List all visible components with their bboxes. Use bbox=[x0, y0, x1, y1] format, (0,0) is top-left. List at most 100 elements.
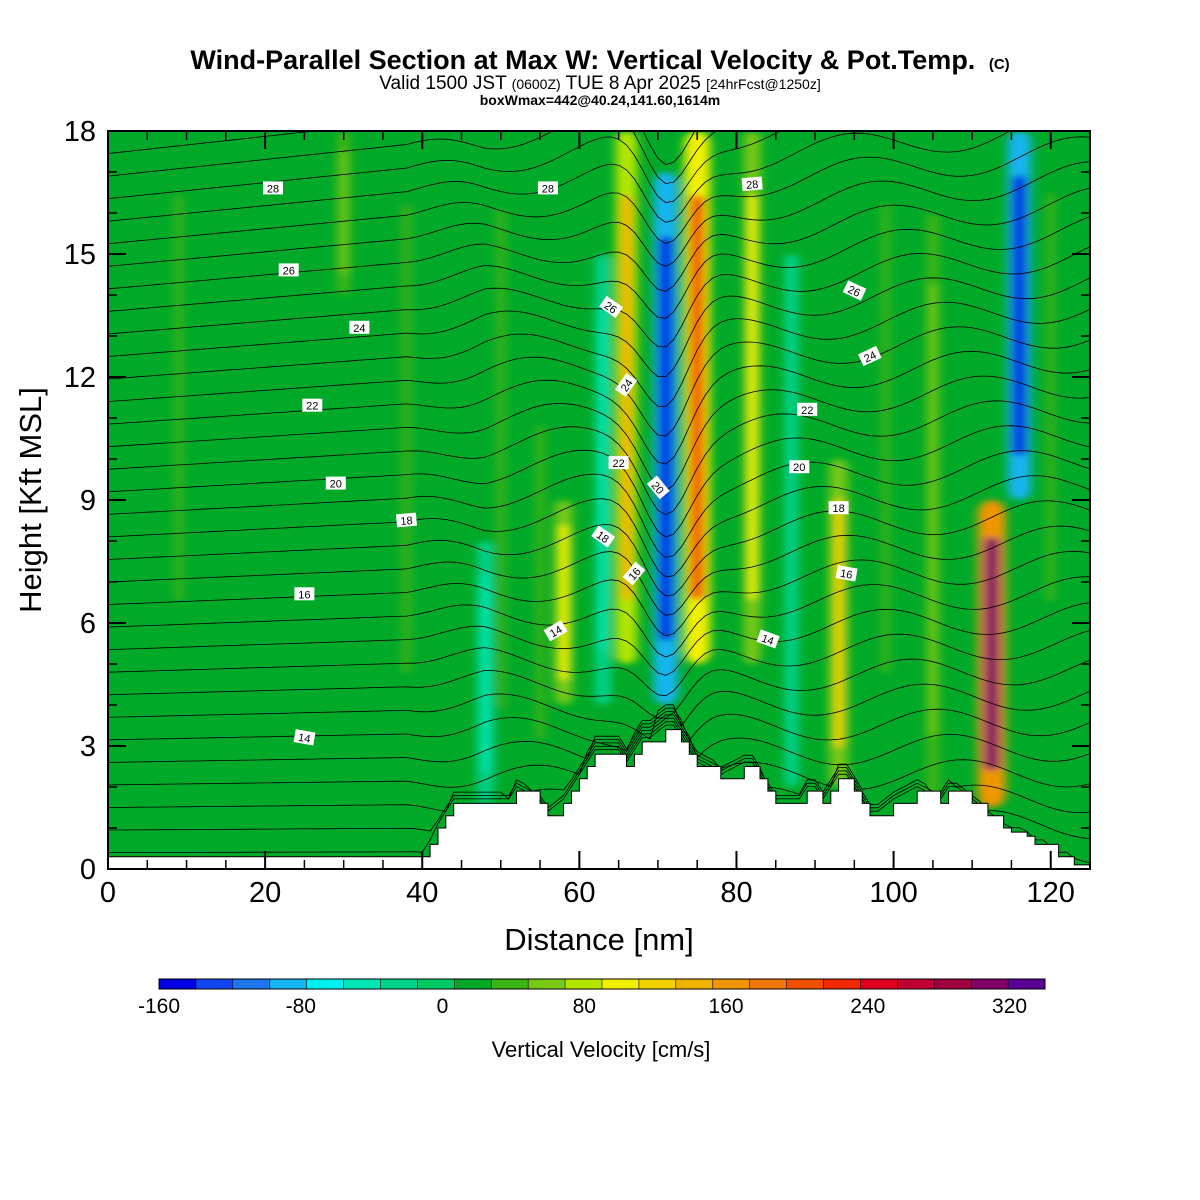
theta-label-text: 26 bbox=[283, 265, 295, 277]
colorbar-swatch bbox=[712, 979, 751, 989]
theta-label-text: 14 bbox=[548, 624, 565, 641]
theta-label-bg bbox=[599, 295, 624, 318]
colorbar-swatch bbox=[860, 979, 898, 989]
theta-label: 16 bbox=[835, 565, 858, 582]
w-feature-core bbox=[558, 524, 569, 681]
plot-frame bbox=[107, 130, 1091, 870]
colorbar-swatch bbox=[306, 979, 345, 989]
theta-label-bg bbox=[294, 587, 315, 601]
theta-label-text: 16 bbox=[298, 589, 310, 601]
colorbar-swatch bbox=[195, 979, 234, 989]
theta-label: 14 bbox=[543, 620, 568, 642]
theta-contour bbox=[108, 136, 1090, 245]
theta-label-text: 18 bbox=[832, 503, 844, 515]
colorbar-swatch bbox=[971, 979, 1009, 989]
x-tick-label: 20 bbox=[249, 877, 281, 909]
colorbar-swatch bbox=[749, 979, 788, 989]
theta-contour bbox=[108, 475, 1090, 578]
theta-contour bbox=[108, 721, 1090, 839]
colorbar-tick-label: 320 bbox=[992, 995, 1027, 1018]
colorbar-swatch bbox=[934, 979, 972, 989]
theta-label-bg bbox=[615, 372, 638, 397]
theta-label-bg bbox=[842, 280, 867, 301]
colorbar-swatch bbox=[454, 979, 492, 989]
w-feature-core bbox=[175, 194, 182, 601]
theta-contour bbox=[108, 576, 1090, 658]
theta-contour bbox=[108, 131, 696, 165]
theta-label-text: 20 bbox=[793, 462, 805, 474]
theta-contour bbox=[108, 277, 1090, 378]
theta-contour bbox=[108, 630, 1090, 697]
y-tick-label: 0 bbox=[80, 854, 96, 886]
colorbar-tick-label: 80 bbox=[573, 995, 596, 1018]
w-feature-core bbox=[689, 194, 705, 601]
axis-ticks: 0 20 40 60 80 100 120 0 3 6 9 12 15 18 bbox=[64, 116, 1090, 909]
w-feature-core bbox=[882, 204, 890, 673]
theta-label-text: 28 bbox=[542, 183, 554, 195]
theta-label: 26 bbox=[842, 280, 867, 301]
colorbar-swatch bbox=[343, 979, 381, 989]
colorbar-swatch bbox=[675, 979, 714, 989]
theta-label-text: 20 bbox=[330, 479, 342, 491]
y-tick-label: 9 bbox=[80, 485, 96, 517]
theta-contour bbox=[108, 131, 1011, 223]
theta-label-bg bbox=[395, 512, 417, 528]
w-feature-core bbox=[659, 235, 673, 642]
theta-label-bg bbox=[646, 475, 670, 500]
theta-label-bg bbox=[263, 181, 283, 195]
x-tick-label: 120 bbox=[1027, 877, 1075, 909]
theta-label-bg bbox=[325, 476, 346, 490]
theta-label: 22 bbox=[797, 402, 818, 417]
chart-subtitle: Valid 1500 JST (0600Z) TUE 8 Apr 2025 [2… bbox=[379, 73, 820, 94]
colorbar-tick-label: 240 bbox=[850, 995, 885, 1018]
theta-contour bbox=[108, 500, 1090, 597]
colorbar-swatch bbox=[159, 979, 197, 989]
theta-label-bg bbox=[278, 263, 299, 277]
w-feature-core bbox=[787, 317, 796, 724]
w-feature-core bbox=[620, 194, 633, 601]
theta-label-bg bbox=[835, 565, 858, 582]
theta-label-text: 14 bbox=[760, 633, 776, 648]
theta-label: 16 bbox=[294, 587, 315, 601]
x-tick-label: 40 bbox=[406, 877, 438, 909]
theta-label-text: 24 bbox=[353, 323, 365, 335]
theta-label: 18 bbox=[591, 525, 616, 548]
theta-label-text: 24 bbox=[619, 377, 636, 394]
theta-label-text: 22 bbox=[612, 458, 624, 470]
theta-label-bg bbox=[302, 398, 323, 412]
theta-label: 18 bbox=[395, 512, 417, 528]
terrain-profile bbox=[108, 729, 1090, 869]
theta-label-bg bbox=[797, 402, 818, 416]
theta-contour bbox=[108, 400, 1090, 516]
theta-label: 18 bbox=[828, 501, 849, 515]
colorbar-tick-label: -80 bbox=[286, 995, 316, 1018]
y-tick-label: 6 bbox=[80, 608, 96, 640]
w-feature-core bbox=[497, 209, 505, 709]
theta-label: 26 bbox=[599, 295, 624, 318]
colorbar-swatch bbox=[491, 979, 529, 989]
theta-contour bbox=[108, 350, 1090, 465]
theta-contour bbox=[108, 216, 1090, 319]
theta-label-bg bbox=[789, 460, 810, 474]
colorbar-swatch bbox=[602, 979, 640, 989]
box-info: boxWmax=442@40.24,141.60,1614m bbox=[480, 92, 721, 108]
w-feature-core bbox=[984, 536, 1000, 771]
colorbar-swatch bbox=[565, 979, 603, 989]
theta-label-bg bbox=[857, 345, 882, 367]
y-tick-label: 18 bbox=[64, 116, 96, 148]
theta-label-bg bbox=[741, 176, 763, 192]
theta-contour bbox=[108, 714, 1090, 790]
w-feature-core bbox=[339, 150, 348, 276]
theta-label: 14 bbox=[293, 729, 316, 746]
theta-label: 20 bbox=[325, 476, 346, 491]
colorbar-swatch bbox=[380, 979, 418, 989]
w-feature-core bbox=[536, 426, 544, 738]
theta-contour bbox=[108, 187, 1090, 292]
theta-label-text: 28 bbox=[267, 183, 279, 195]
w-feature-core bbox=[747, 194, 757, 601]
theta-label-bg bbox=[537, 181, 558, 195]
theta-label: 14 bbox=[756, 629, 780, 649]
y-axis-label: Height [Kft MSL] bbox=[13, 387, 48, 613]
w-feature-core bbox=[598, 308, 608, 651]
colorbar-tick-label: 160 bbox=[709, 995, 744, 1018]
